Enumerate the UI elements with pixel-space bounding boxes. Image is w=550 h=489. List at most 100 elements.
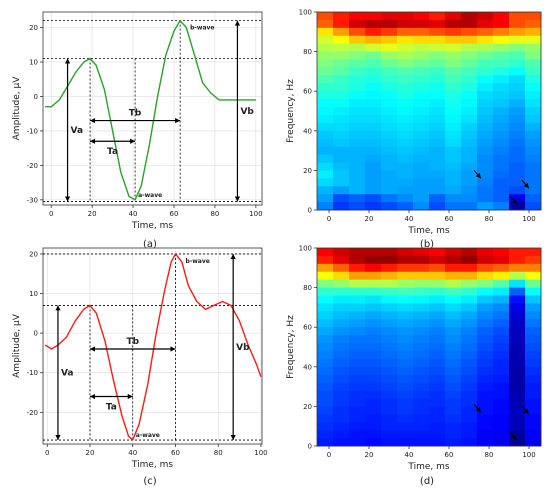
heatmap-cell [333,51,350,60]
heatmap-cell [445,43,462,52]
heatmap-cell [333,248,350,257]
va-label: Va [71,126,84,136]
heatmap-cell [493,91,510,100]
heatmap-cell [381,75,398,84]
ta-label: Ta [106,402,117,412]
heatmap-cell [349,83,366,92]
heatmap-cell [397,311,414,320]
heatmap-cell [525,43,542,52]
heatmap-cell [349,374,366,384]
heatmap-cell [349,67,366,76]
heatmap-cell [477,12,494,21]
heatmap-cell [477,67,494,76]
heatmap-cell [365,130,382,140]
heatmap-cell [317,366,334,376]
heatmap-cell [413,35,430,45]
heatmap-cell [429,311,446,320]
heatmap-cell [333,295,350,304]
heatmap-cell [493,59,510,68]
heatmap-cell [381,398,398,407]
heatmap-cell [333,154,350,163]
heatmap-cell [493,114,510,124]
heatmap-cell [381,162,398,171]
heatmap-cell [365,271,382,281]
heatmap-cell [445,51,462,60]
heatmap-cell [317,154,334,163]
heatmap-cell [365,366,382,376]
heatmap-cell [333,194,350,203]
heatmap-cell [397,162,414,171]
heatmap-cell [493,335,510,344]
heatmap-cell [525,271,542,281]
x-tick-label-60: 60 [171,449,180,457]
heatmap-cell [365,350,382,360]
heatmap-cell [365,255,382,265]
heatmap-cell [429,130,446,140]
heatmap-cell [509,170,526,179]
heatmap-cell [333,146,350,155]
heatmap-cell [397,75,414,84]
heatmap-cell [381,422,398,431]
y-tick-label-0: 0 [34,93,38,101]
heatmap-cell [413,374,430,384]
heatmap-cell [429,12,446,21]
heatmap-cell [509,279,526,288]
heatmap-cell [493,51,510,60]
heatmap-cell [525,255,542,265]
x-tick-label-80: 80 [210,210,219,218]
heatmap-cell [429,19,446,29]
heatmap-cell [349,122,366,132]
heatmap-cell [413,422,430,431]
heatmap-cell [429,43,446,52]
heatmap-cell [461,130,478,140]
heatmap-cell [525,248,542,257]
heatmap-cell [397,186,414,195]
heatmap-cell [381,99,398,108]
heatmap-cell [461,107,478,116]
heatmap-cell [461,138,478,148]
heatmap-cell [333,83,350,92]
heatmap-cell [413,99,430,108]
heatmap-cell [413,154,430,163]
heatmap-cell [445,162,462,171]
heatmap-cell [413,390,430,399]
heatmap-cell [349,51,366,60]
heatmap-cell [413,255,430,265]
heatmap-cell [461,248,478,257]
heatmap-cell [525,406,542,415]
heatmap-cell [349,27,366,37]
x-tick-label-40: 40 [405,451,414,459]
heatmap-cell [413,248,430,257]
heatmap-cell [317,99,334,108]
heatmap-cell [493,343,510,352]
heatmap-cell [477,255,494,265]
vb-label: Vb [240,107,254,117]
heatmap-cell [429,430,446,439]
heatmap-cell [365,122,382,132]
heatmap-cell [381,327,398,336]
heatmap-cell [525,279,542,288]
erg-curve-a [45,19,256,201]
heatmap-cell [397,343,414,352]
heatmap-cell [365,83,382,92]
heatmap-cell [413,130,430,140]
heatmap-cell [461,51,478,60]
heatmap-cell [349,295,366,304]
heatmap-cell [445,67,462,76]
ta-arrow-head-end [127,393,133,400]
heatmap-cell [429,303,446,312]
heatmap-cell [349,99,366,108]
heatmap-cell [445,170,462,179]
heatmap-cell [493,366,510,376]
heatmap-cell [365,263,382,273]
heatmap-cell [397,406,414,415]
heatmap-cell [493,35,510,45]
heatmap-cell [429,366,446,376]
y-tick-label--30: -30 [27,196,38,204]
a-wave-label: a-wave [136,432,160,439]
heatmap-cell [509,138,526,148]
heatmap-cell [381,194,398,203]
heatmap-cell [525,311,542,320]
heatmap-cell [317,287,334,296]
plot-area-a [43,12,262,205]
